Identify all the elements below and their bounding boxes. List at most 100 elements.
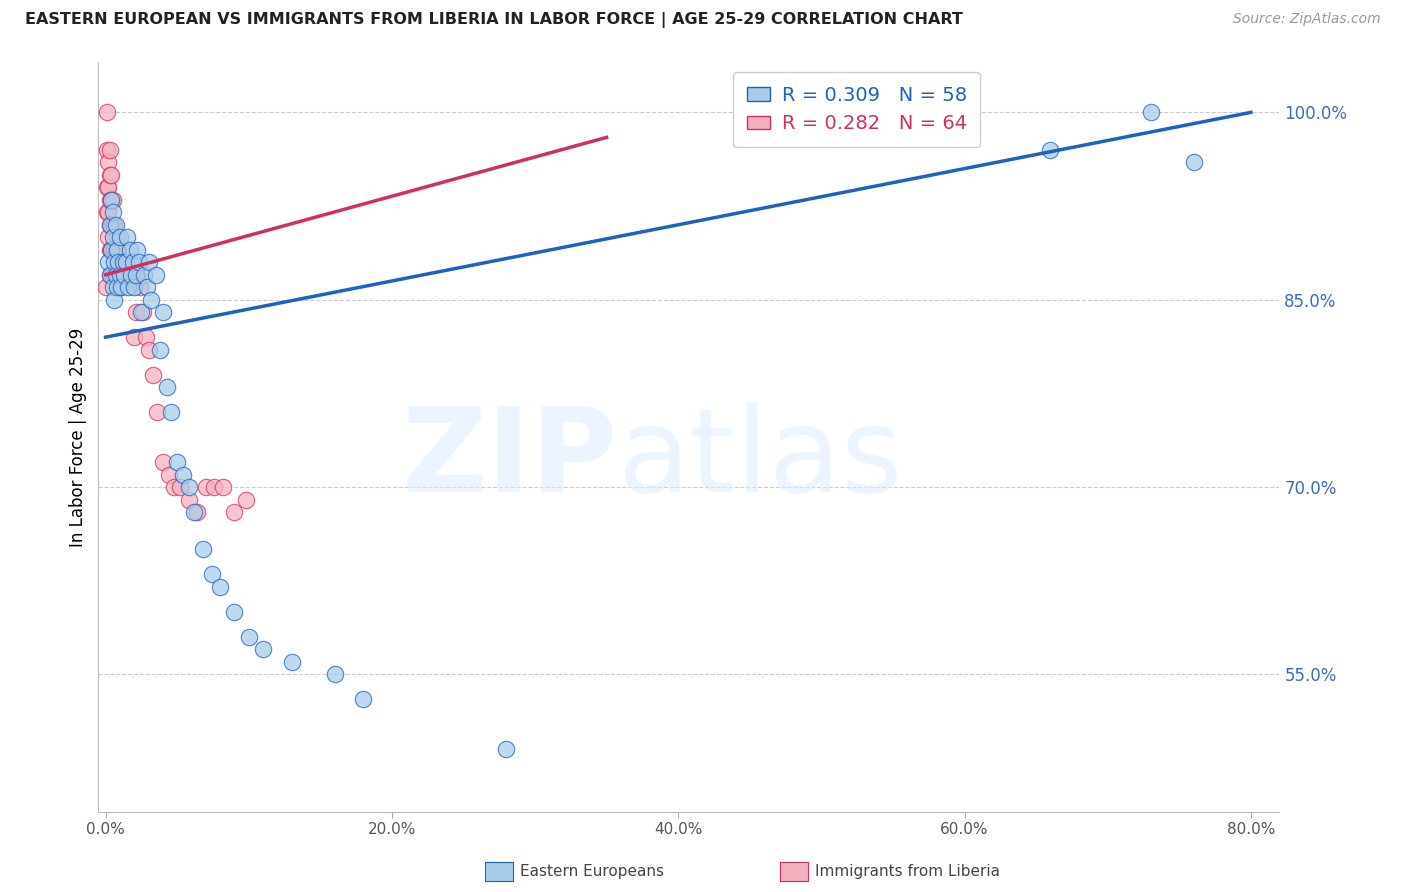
Point: [125, 243, 148, 257]
Point: [1139, 105, 1161, 120]
Point: [105, 230, 128, 244]
Point: [121, 255, 143, 269]
Point: [97, 155, 120, 169]
Point: [122, 330, 145, 344]
Point: [98, 193, 121, 207]
Point: [120, 268, 142, 282]
Point: [114, 268, 136, 282]
Point: [200, 567, 222, 582]
Point: [100, 193, 122, 207]
Point: [103, 268, 125, 282]
Point: [323, 667, 346, 681]
Point: [103, 218, 125, 232]
Point: [152, 455, 174, 469]
Point: [191, 542, 214, 557]
Point: [1039, 143, 1062, 157]
Point: [103, 255, 125, 269]
Point: [352, 692, 374, 706]
Text: Source: ZipAtlas.com: Source: ZipAtlas.com: [1233, 12, 1381, 26]
Point: [112, 268, 135, 282]
Point: [953, 105, 976, 120]
Point: [1182, 155, 1205, 169]
Point: [224, 605, 246, 619]
Point: [156, 380, 179, 394]
Point: [132, 305, 155, 319]
Point: [101, 280, 124, 294]
Point: [97, 230, 120, 244]
Point: [212, 480, 235, 494]
Point: [112, 268, 135, 282]
Point: [124, 268, 146, 282]
Point: [105, 280, 128, 294]
Point: [96, 105, 118, 120]
Point: [120, 268, 142, 282]
Point: [98, 268, 121, 282]
Point: [118, 268, 141, 282]
Point: [100, 193, 122, 207]
Point: [100, 268, 122, 282]
Text: atlas: atlas: [619, 402, 904, 517]
Point: [101, 205, 124, 219]
Point: [101, 243, 124, 257]
Point: [495, 742, 517, 756]
Point: [110, 268, 132, 282]
Point: [103, 293, 125, 307]
Point: [101, 218, 124, 232]
Point: [169, 480, 191, 494]
Point: [135, 330, 157, 344]
Point: [101, 230, 124, 244]
Point: [98, 168, 121, 182]
Y-axis label: In Labor Force | Age 25-29: In Labor Force | Age 25-29: [69, 327, 87, 547]
Point: [104, 243, 127, 257]
Point: [111, 268, 134, 282]
Point: [98, 268, 121, 282]
Point: [97, 205, 120, 219]
Point: [101, 268, 124, 282]
Text: ZIP: ZIP: [402, 402, 619, 517]
Point: [111, 255, 134, 269]
Point: [98, 243, 121, 257]
Point: [149, 343, 172, 357]
Point: [177, 480, 200, 494]
Point: [124, 305, 146, 319]
Point: [177, 492, 200, 507]
Point: [104, 268, 127, 282]
Point: [125, 268, 148, 282]
Point: [110, 280, 132, 294]
Point: [104, 218, 127, 232]
Point: [129, 280, 152, 294]
Text: Immigrants from Liberia: Immigrants from Liberia: [815, 864, 1001, 879]
Point: [160, 405, 183, 419]
Point: [96, 143, 118, 157]
Point: [108, 255, 131, 269]
Point: [100, 168, 122, 182]
Point: [157, 467, 180, 482]
Point: [107, 255, 129, 269]
Text: Eastern Europeans: Eastern Europeans: [520, 864, 664, 879]
Legend: R = 0.309   N = 58, R = 0.282   N = 64: R = 0.309 N = 58, R = 0.282 N = 64: [733, 72, 980, 147]
Point: [117, 280, 139, 294]
Text: EASTERN EUROPEAN VS IMMIGRANTS FROM LIBERIA IN LABOR FORCE | AGE 25-29 CORRELATI: EASTERN EUROPEAN VS IMMIGRANTS FROM LIBE…: [25, 12, 963, 28]
Point: [108, 280, 131, 294]
Point: [138, 343, 160, 357]
Point: [108, 268, 131, 282]
Point: [186, 505, 208, 519]
Point: [100, 218, 122, 232]
Point: [97, 255, 120, 269]
Point: [107, 268, 129, 282]
Point: [172, 467, 194, 482]
Point: [209, 580, 232, 594]
Point: [152, 305, 174, 319]
Point: [98, 143, 121, 157]
Point: [115, 230, 138, 244]
Point: [107, 243, 129, 257]
Point: [224, 505, 246, 519]
Point: [252, 642, 274, 657]
Point: [105, 243, 128, 257]
Point: [97, 180, 120, 194]
Point: [105, 255, 128, 269]
Point: [194, 480, 217, 494]
Point: [134, 268, 156, 282]
Point: [98, 218, 121, 232]
Point: [96, 180, 118, 194]
